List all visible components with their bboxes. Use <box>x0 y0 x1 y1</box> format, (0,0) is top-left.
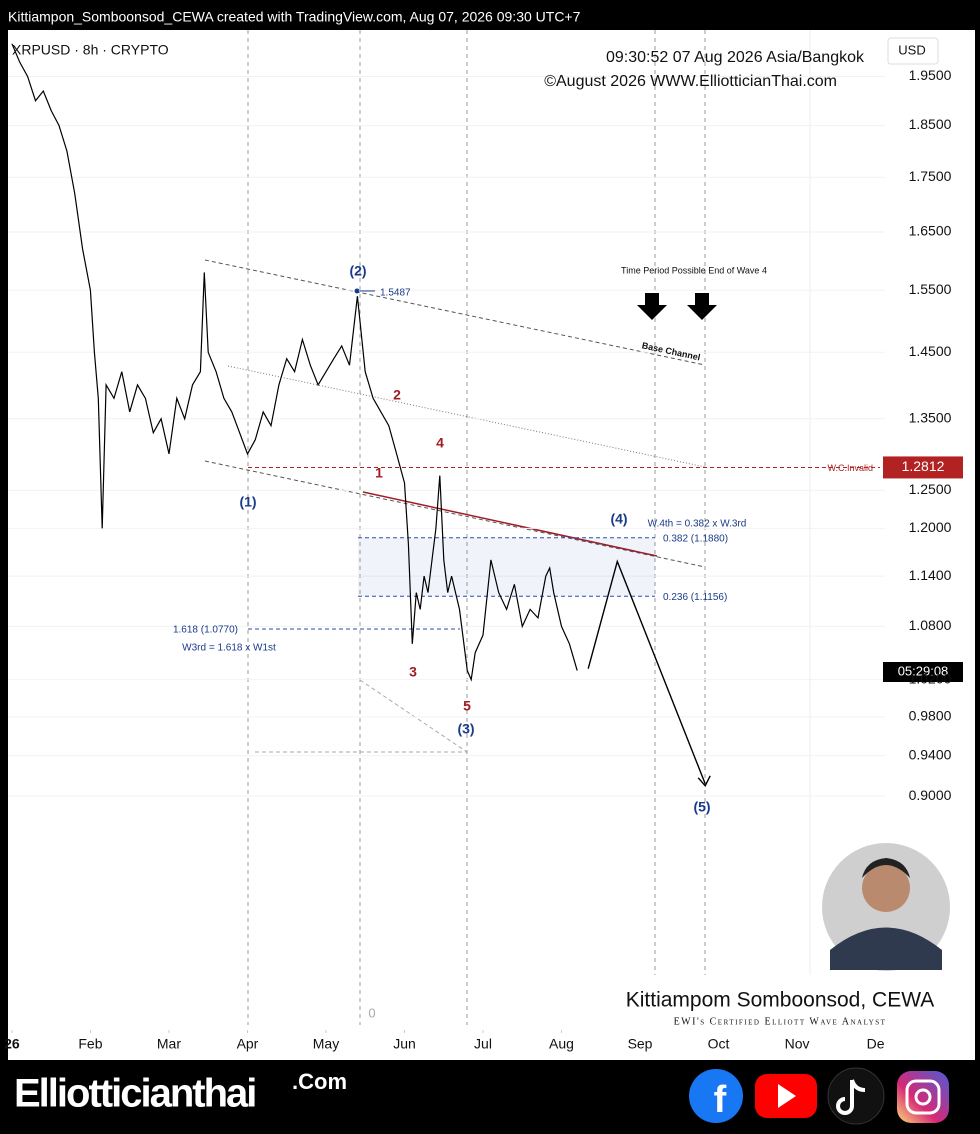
signature-box <box>600 985 970 1033</box>
wave-label: (3) <box>457 721 474 737</box>
down-arrow <box>687 293 717 320</box>
wave-label: 3 <box>409 664 417 680</box>
copyright: ©August 2026 WWW.ElliotticianThai.com <box>544 73 837 90</box>
channel-dotted <box>227 365 706 468</box>
y-tick-label: 1.7500 <box>909 168 952 184</box>
y-tick-label: 1.5500 <box>909 281 952 297</box>
y-tick-label: 1.1400 <box>909 567 952 583</box>
fib-label: 1.618 (1.0770) <box>173 625 238 636</box>
signature-subtitle: EWI's Certified Elliott Wave Analyst <box>674 1016 887 1027</box>
brand-suffix: .Com <box>292 1069 347 1094</box>
axis-zero: 0 <box>368 1005 375 1020</box>
trend-lines <box>204 259 706 753</box>
facebook-icon[interactable] <box>689 1069 743 1123</box>
arrow-head <box>697 775 711 788</box>
time-guides <box>247 30 706 1025</box>
projection-guide <box>359 679 468 753</box>
x-tick-label: Feb <box>78 1036 102 1052</box>
x-axis-bg <box>8 1030 975 1060</box>
note: W3rd = 1.618 x W1st <box>182 643 276 654</box>
x-tick-label: 26 <box>4 1036 20 1052</box>
wave-label: (5) <box>693 799 710 815</box>
y-tick-label: 1.8500 <box>909 116 952 132</box>
youtube-glyph <box>778 1084 796 1108</box>
y-tick-label: 1.9500 <box>909 67 952 83</box>
timestamp: 09:30:52 07 Aug 2026 Asia/Bangkok <box>606 49 865 66</box>
red-trend <box>362 491 658 557</box>
signature-name: Kittiampom Somboonsod, CEWA <box>626 989 935 1012</box>
base-channel-bottom <box>204 460 706 568</box>
y-tick-label: 1.6500 <box>909 223 952 239</box>
wave-label: (2) <box>349 263 366 279</box>
x-tick-label: Jul <box>474 1036 492 1052</box>
level-marker <box>354 288 360 294</box>
y-tick-label: 0.9000 <box>909 787 952 803</box>
wave-label: 2 <box>393 387 401 403</box>
y-tick-label: 1.2000 <box>909 519 952 535</box>
y-tick-label: 0.9400 <box>909 746 952 762</box>
x-tick-label: Oct <box>708 1036 730 1052</box>
fib-label: 0.382 (1.1880) <box>663 533 728 544</box>
brand: Elliotticianthai <box>14 1072 255 1116</box>
wave-label: (1) <box>239 494 256 510</box>
plot: 26 Feb Mar Apr May Jun Jul Aug Sep Oct Nov De 1.5487… <box>4 43 975 1060</box>
instagram-icon[interactable] <box>897 1071 949 1123</box>
portrait-hair <box>862 858 910 878</box>
y-tick-label: 1.0200 <box>909 670 952 686</box>
level-value: 1.2812 <box>902 458 945 474</box>
fib-zone <box>358 537 655 597</box>
countdown: 05:29:08 <box>898 663 949 678</box>
currency: USD <box>898 42 925 57</box>
wave-label: 5 <box>463 698 471 714</box>
x-tick-label: Mar <box>157 1036 181 1052</box>
facebook-glyph: f <box>714 1079 727 1121</box>
level-value: 1.5487 <box>380 288 411 299</box>
y-tick-label: 1.0800 <box>909 617 952 633</box>
wave-label: 4 <box>436 435 444 451</box>
y-tick-label: 1.2500 <box>909 481 952 497</box>
x-tick-label: May <box>313 1036 339 1052</box>
fib-label: 0.236 (1.1156) <box>663 592 727 603</box>
y-tick-label: 1.4500 <box>909 343 952 359</box>
countdown-tag <box>883 662 963 682</box>
instagram-glyph <box>914 1088 932 1106</box>
tiktok-glyph <box>836 1079 866 1115</box>
currency-box <box>887 37 939 65</box>
projection-line <box>587 559 706 785</box>
x-tick-label: Apr <box>237 1036 259 1052</box>
x-tick-label: Nov <box>785 1036 810 1052</box>
base-channel-top <box>204 259 706 366</box>
y-tick-label: 0.9800 <box>909 708 952 724</box>
y-tick-label: 1.3500 <box>909 409 952 425</box>
x-tick-label: Jun <box>393 1036 416 1052</box>
symbol: XRPUSD · 8h · CRYPTO <box>12 42 169 58</box>
instagram-glyph <box>905 1079 941 1115</box>
level-name: W.C.Invalid <box>827 463 873 473</box>
down-arrow <box>637 293 667 320</box>
note: W.4th = 0.382 x W.3rd <box>648 519 747 530</box>
chart-area <box>8 30 975 1060</box>
level-tag <box>883 456 963 479</box>
wave-label: (4) <box>610 511 627 527</box>
wave-label: 1 <box>375 465 383 481</box>
price-line <box>11 43 578 682</box>
portrait-body <box>830 927 942 970</box>
x-tick-label: De <box>867 1036 885 1052</box>
x-tick-label: Aug <box>549 1036 574 1052</box>
x-tick-label: Sep <box>628 1036 653 1052</box>
tiktok-icon[interactable] <box>827 1067 885 1125</box>
header-title: Kittiampon_Somboonsod_CEWA created with … <box>8 9 581 25</box>
portrait-head <box>862 864 910 912</box>
note: Time Period Possible End of Wave 4 <box>621 265 767 275</box>
